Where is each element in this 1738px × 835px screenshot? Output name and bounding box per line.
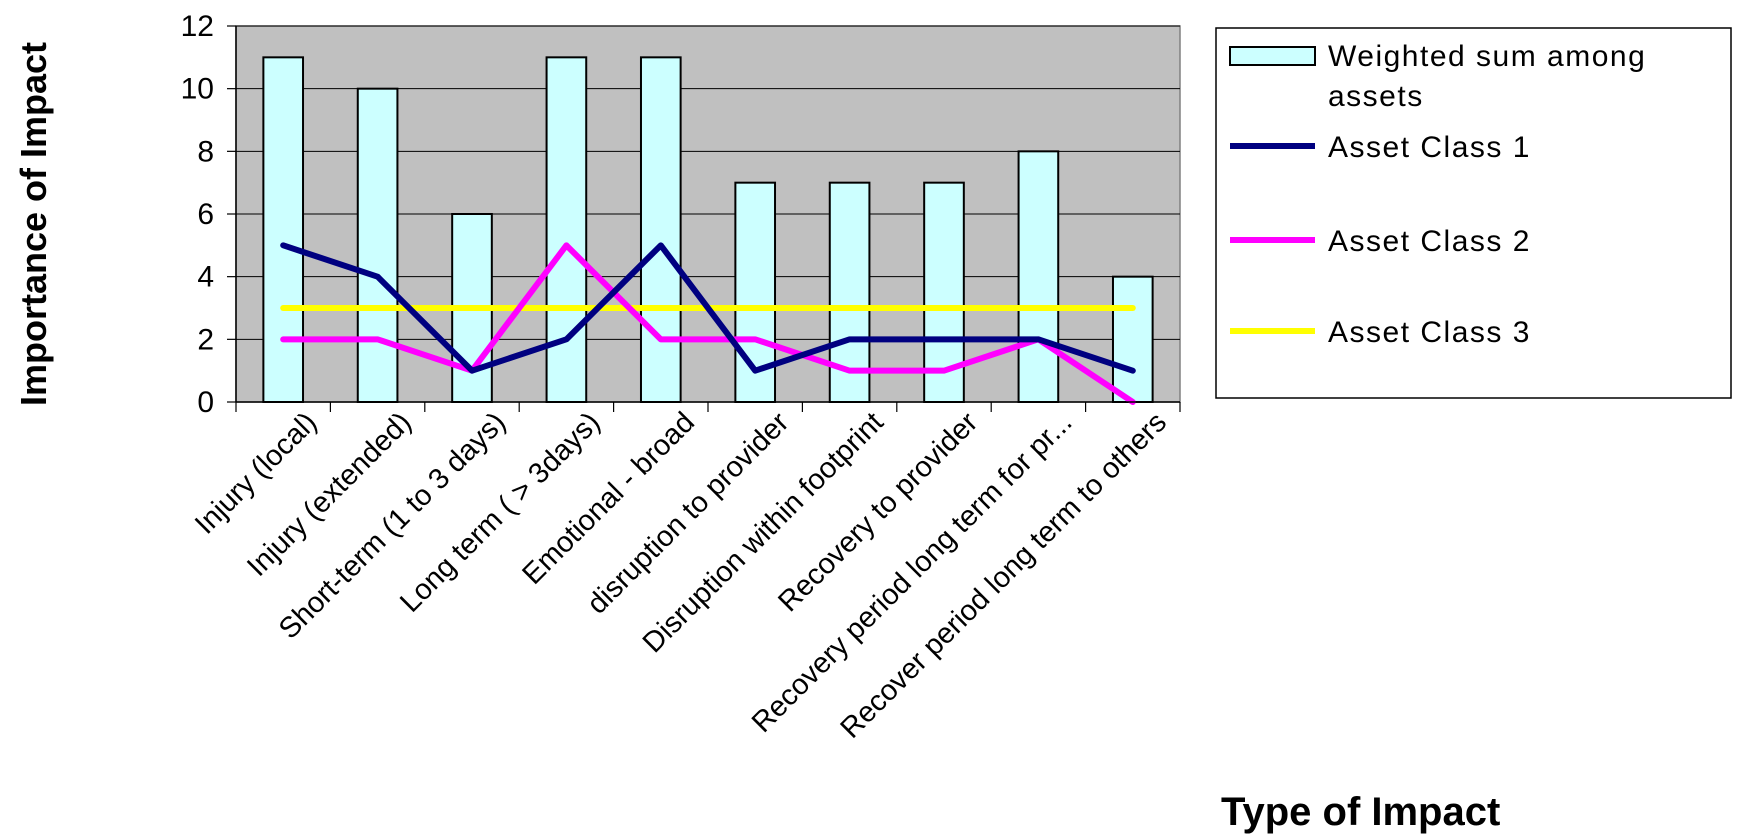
- y-tick-labels: 0 2 4 6 8 10 12: [181, 10, 214, 419]
- bar: [262, 56, 305, 403]
- legend-swatch: [1229, 46, 1316, 66]
- bar-series: [262, 56, 1154, 404]
- y-tick-label: 0: [197, 386, 214, 419]
- x-category-labels: Injury (local)Injury (extended)Short-ter…: [189, 406, 1173, 745]
- y-tick-label: 8: [197, 135, 214, 168]
- legend: Weighted sum among assets Asset Class 1 Ass…: [1215, 27, 1732, 399]
- line-series: [280, 242, 1136, 405]
- y-tick-label: 6: [197, 198, 214, 231]
- bar: [1111, 275, 1154, 403]
- series-line: [280, 242, 1136, 405]
- legend-label: assets: [1328, 80, 1424, 113]
- y-tick-label: 10: [181, 73, 214, 106]
- legend-box: [1215, 27, 1732, 399]
- legend-label: Asset Class 2: [1328, 225, 1531, 258]
- bar: [356, 87, 399, 404]
- legend-label: Asset Class 1: [1328, 131, 1531, 164]
- y-tick-label: 2: [197, 323, 214, 356]
- legend-label: Weighted sum among: [1328, 40, 1646, 73]
- bar: [1017, 150, 1060, 403]
- bar: [639, 56, 682, 403]
- y-tick-label: 4: [197, 261, 214, 294]
- x-category-label: Recover period long term to others: [835, 406, 1173, 744]
- series-line: [280, 242, 1136, 374]
- y-tick-label: 12: [181, 10, 214, 43]
- bar: [545, 56, 588, 403]
- x-category-label: Injury (extended): [241, 406, 418, 583]
- x-category-label: Emotional - broad: [516, 406, 700, 590]
- legend-label: Asset Class 3: [1328, 316, 1531, 349]
- x-axis-title: Type of Impact: [1221, 790, 1500, 834]
- y-axis-title: Importance of Impact: [13, 42, 54, 406]
- axes: [227, 25, 1181, 412]
